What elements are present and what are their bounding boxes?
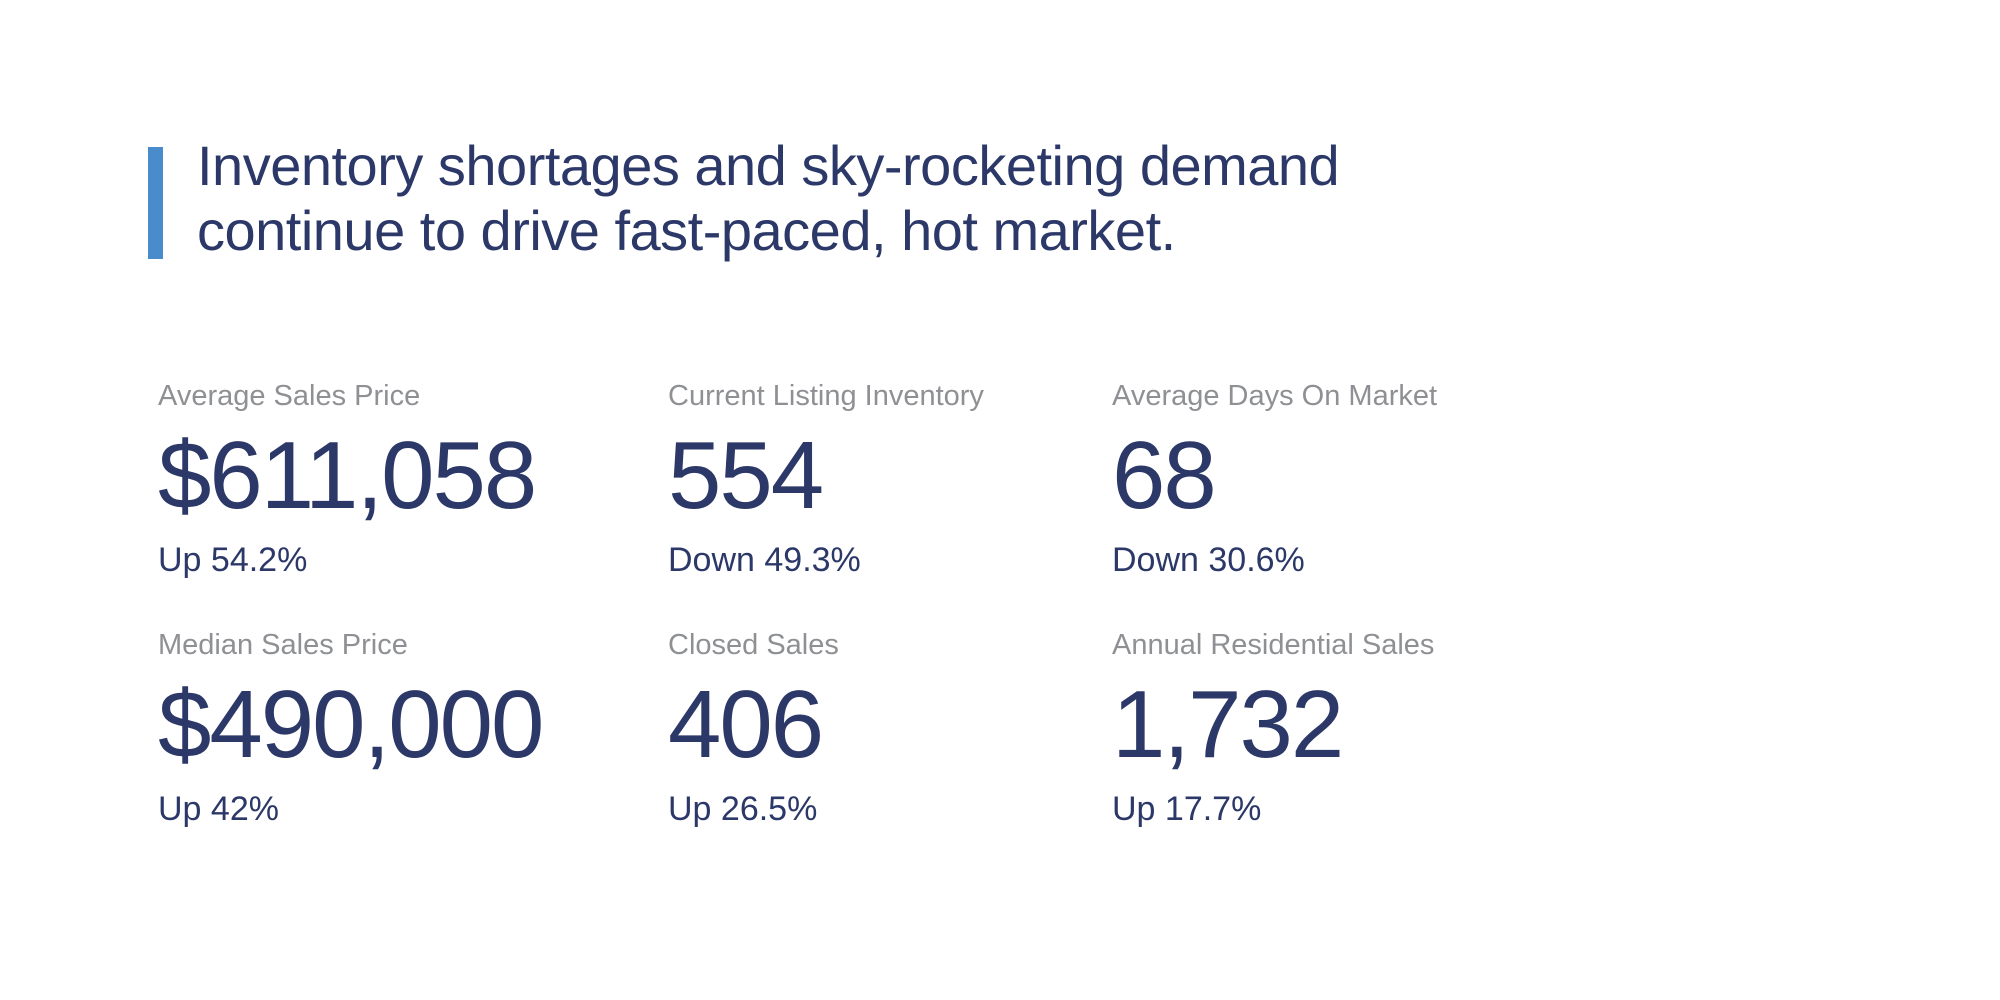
stat-label: Annual Residential Sales	[1112, 629, 1435, 661]
headline: Inventory shortages and sky-rocketing de…	[197, 133, 1340, 263]
stat-label: Average Days On Market	[1112, 380, 1438, 412]
stat-label: Closed Sales	[668, 629, 839, 661]
stat-change: Down 30.6%	[1112, 541, 1305, 579]
headline-line-2: continue to drive fast-paced, hot market…	[197, 199, 1176, 262]
stat-label: Average Sales Price	[158, 380, 421, 412]
stat-card-current-listing-inventory: Current Listing Inventory 554 Down 49.3%	[668, 378, 1112, 580]
stat-value: 406	[668, 671, 824, 778]
stat-value: $611,058	[158, 422, 537, 529]
stat-label: Median Sales Price	[158, 629, 408, 661]
stat-value: $490,000	[158, 671, 544, 778]
stat-value: 1,732	[1112, 671, 1344, 778]
stat-value: 554	[668, 422, 824, 529]
stat-change: Down 49.3%	[668, 541, 861, 579]
stat-card-average-sales-price: Average Sales Price $611,058 Up 54.2%	[158, 378, 668, 580]
stat-label: Current Listing Inventory	[668, 380, 984, 412]
stat-card-average-days-on-market: Average Days On Market 68 Down 30.6%	[1112, 378, 1437, 580]
stats-grid: Average Sales Price $611,058 Up 54.2% Cu…	[158, 378, 1437, 829]
stat-change: Up 54.2%	[158, 541, 308, 579]
headline-accent-bar	[148, 147, 163, 259]
stat-card-closed-sales: Closed Sales 406 Up 26.5%	[668, 627, 1112, 829]
stat-change: Up 42%	[158, 790, 279, 828]
stat-card-median-sales-price: Median Sales Price $490,000 Up 42%	[158, 627, 668, 829]
stat-change: Up 17.7%	[1112, 790, 1262, 828]
stat-value: 68	[1112, 422, 1217, 529]
stat-change: Up 26.5%	[668, 790, 818, 828]
stat-card-annual-residential-sales: Annual Residential Sales 1,732 Up 17.7%	[1112, 627, 1437, 829]
headline-line-1: Inventory shortages and sky-rocketing de…	[197, 134, 1340, 197]
